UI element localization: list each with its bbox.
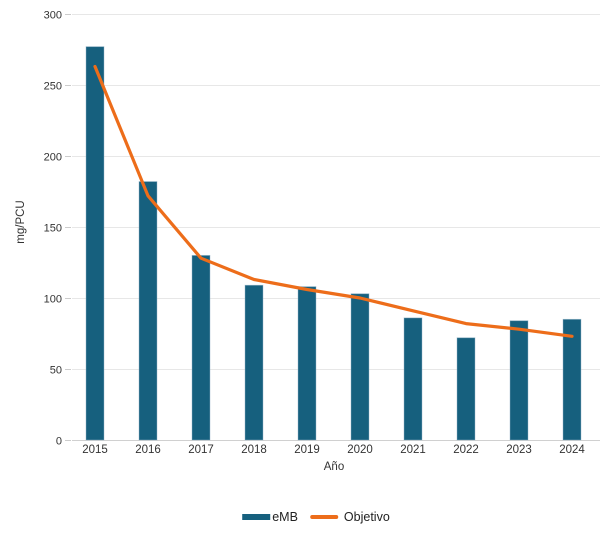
x-tick-label-2015: 2015: [82, 444, 108, 456]
legend: eMB Objetivo: [242, 510, 390, 524]
y-axis-title: mg/PCU: [15, 200, 27, 244]
y-tick-label-300: 300: [44, 10, 62, 22]
bar-2019: [297, 286, 317, 441]
x-tick-label-2022: 2022: [453, 444, 479, 456]
legend-label-objetivo: Objetivo: [343, 510, 390, 524]
bar-2024: [562, 318, 582, 441]
target-line: [93, 64, 574, 338]
x-tick-label-2017: 2017: [188, 444, 214, 456]
x-tick-label-2023: 2023: [506, 444, 532, 456]
legend-line-swatch: [309, 515, 338, 519]
bar-2023: [509, 320, 529, 441]
legend-bar-swatch: [242, 514, 271, 520]
y-tick-label-50: 50: [50, 365, 62, 377]
x-axis-title: Año: [323, 461, 345, 473]
bar-2021: [403, 317, 423, 441]
y-tick-label-150: 150: [44, 223, 62, 235]
y-tick-label-250: 250: [44, 81, 62, 93]
bar-2018: [244, 284, 264, 441]
x-tick-label-2018: 2018: [241, 444, 267, 456]
bar-2016: [138, 181, 158, 441]
x-tick-label-2016: 2016: [135, 444, 161, 456]
x-tick-label-2021: 2021: [400, 444, 426, 456]
y-tick-label-0: 0: [56, 436, 62, 448]
bar-2015: [85, 46, 105, 441]
bar-2017: [191, 254, 211, 441]
y-tick-label-100: 100: [44, 294, 62, 306]
x-tick-label-2024: 2024: [559, 444, 585, 456]
y-tick-label-200: 200: [44, 152, 62, 164]
bar-2022: [456, 337, 476, 441]
bar-2020: [350, 293, 370, 441]
x-tick-label-2020: 2020: [347, 444, 373, 456]
legend-label-emb: eMB: [272, 510, 298, 524]
x-tick-label-2019: 2019: [294, 444, 320, 456]
